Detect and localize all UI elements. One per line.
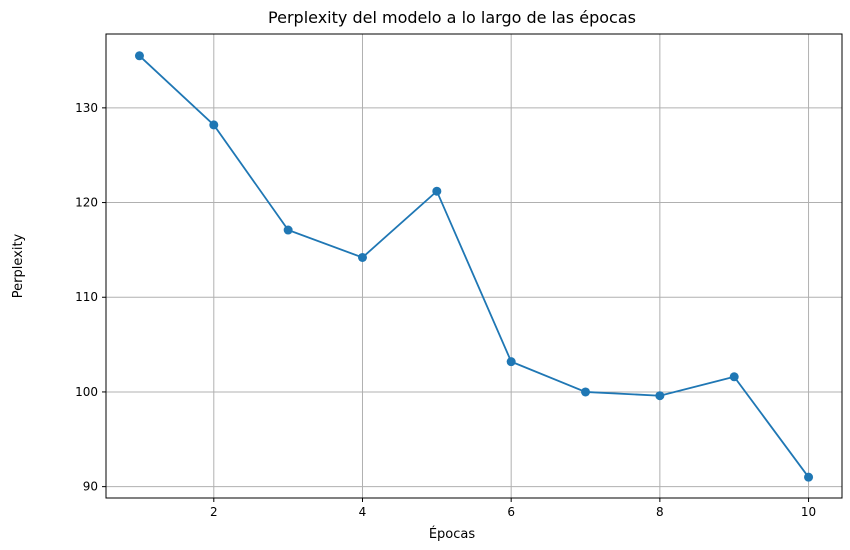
grid	[106, 34, 842, 498]
data-point	[655, 391, 665, 401]
y-tick-label: 120	[75, 196, 98, 210]
data-point	[134, 51, 144, 61]
x-tick-label: 10	[801, 505, 816, 519]
series-line	[138, 55, 810, 478]
y-tick-label: 100	[75, 385, 98, 399]
x-tick-label: 2	[210, 505, 218, 519]
data-point	[581, 387, 591, 397]
data-point	[804, 472, 814, 482]
x-tick-label: 6	[507, 505, 515, 519]
y-tick-label: 110	[75, 290, 98, 304]
data-point	[506, 357, 516, 367]
x-tick-label: 8	[656, 505, 664, 519]
y-tick-label: 90	[83, 480, 98, 494]
data-point	[432, 186, 442, 196]
ticks: 2 4 6 8 10 90 100 110 120 130	[75, 101, 816, 519]
chart-title: Perplexity del modelo a lo largo de las …	[268, 8, 636, 27]
data-point	[357, 252, 367, 262]
plot-frame	[105, 33, 843, 499]
x-axis-label: Épocas	[429, 526, 476, 542]
data-point	[209, 120, 219, 130]
x-tick-label: 4	[359, 505, 367, 519]
data-point	[283, 225, 293, 235]
y-axis-label: Perplexity	[11, 233, 26, 298]
y-tick-label: 130	[75, 101, 98, 115]
series-layer	[134, 51, 814, 482]
data-point	[729, 372, 739, 382]
